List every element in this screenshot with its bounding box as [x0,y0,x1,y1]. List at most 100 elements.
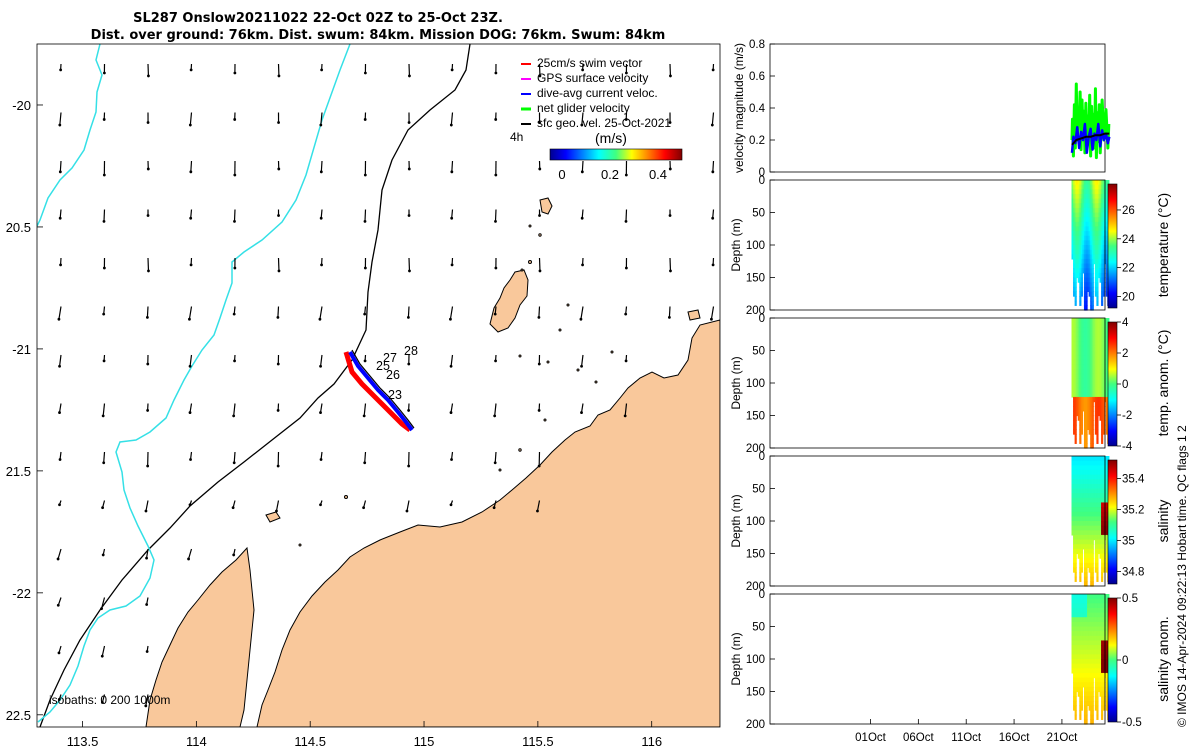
section-cell [1088,341,1091,347]
section-cell [1094,327,1097,333]
section-cell [1091,373,1094,379]
geo-vector-head [147,269,150,273]
section-cell [1091,268,1094,274]
section-cell [1105,507,1108,513]
section-cell [1088,231,1091,237]
section-cell [1096,705,1099,711]
section-cell [1107,180,1110,186]
section-cell [1085,672,1088,679]
section-cell [1077,598,1080,604]
section-cell [1091,576,1094,582]
section-cell [1082,240,1085,246]
section-cell [1097,373,1101,379]
salinity-section-colorbar [1107,459,1118,585]
section-cell [1082,231,1085,237]
legend-current: dive-avg current veloc. [537,86,658,100]
section-cell [1097,212,1101,218]
section-cell [1077,263,1080,269]
section-cell [1079,598,1082,604]
section-cell [1102,553,1105,559]
section-cell [1094,373,1097,379]
section-cell [1087,539,1090,545]
section-cell [1090,612,1093,618]
section-cell [1093,469,1096,476]
section-cell [1080,415,1083,421]
geo-vector-head [277,167,281,171]
section-cell [1074,654,1077,660]
section-cell [1088,511,1091,517]
section-cell [1091,401,1094,407]
section-cell [1083,212,1087,218]
section-cell [1083,497,1087,504]
geo-vector [145,548,149,559]
section-cell [1082,456,1085,462]
section-cell [1088,682,1091,688]
section-cell [1083,469,1087,476]
section-cell [1101,198,1104,204]
section-cell [1099,331,1102,338]
section-cell [1096,438,1099,444]
section-cell [1088,420,1091,426]
section-cell [1102,392,1105,398]
section-cell [1102,359,1105,366]
section-cell [1090,691,1093,697]
section-cell [1077,654,1080,660]
section-cell [1101,507,1104,513]
geo-vector-head [363,359,367,363]
section-cell [1099,345,1102,352]
section-cell [1102,401,1105,407]
section-cell [1090,345,1093,352]
geo-vector-head [537,464,541,468]
section-cell [1091,212,1094,218]
section-cell [1097,387,1101,393]
section-cell [1094,429,1097,435]
section-cell [1096,355,1099,361]
geo-vector-head [276,409,280,412]
section-cell [1085,291,1088,297]
section-cell [1079,286,1082,293]
section-cell [1088,525,1091,531]
section-cell [1083,705,1087,711]
section-cell [1088,483,1091,490]
section-cell [1105,410,1108,417]
section-cell [1101,345,1104,352]
section-cell [1079,635,1082,642]
section-cell [1093,530,1096,536]
section-cell [1102,469,1105,476]
geo-vector [581,160,584,172]
section-cell [1074,460,1077,466]
section-cell [1076,654,1079,660]
velocity-ytick-label: 0 [759,167,765,179]
section-cell [1087,355,1090,361]
section-cell [1102,245,1105,251]
section-cell [1087,621,1090,628]
geo-vector [711,112,715,126]
section-cell [1097,469,1101,476]
section-cell [1079,479,1082,485]
section-cell [1085,562,1088,569]
section-cell [1101,626,1104,632]
section-cell [1083,184,1087,190]
geo-vector-head [450,458,453,461]
section-cell [1074,603,1077,609]
section-cell [1073,677,1076,683]
section-cell [1085,221,1088,228]
section-cell [1074,631,1077,637]
section-cell [1080,207,1083,214]
section-cell [1082,226,1085,232]
section-cell [1087,511,1090,517]
legend-swim: 25cm/s swim vector [537,56,642,70]
section-cell [1094,286,1097,293]
section-cell [1079,378,1082,384]
section-cell [1087,327,1090,333]
section-cell [1080,231,1083,237]
section-cell [1087,268,1090,274]
section-cell [1094,369,1097,375]
geo-vector-head [710,123,714,127]
section-cell [1074,682,1077,688]
section-cell [1087,272,1090,279]
section-cell [1074,245,1077,251]
section-cell [1091,696,1094,702]
section-cell [1094,217,1097,223]
section-cell [1071,465,1074,471]
